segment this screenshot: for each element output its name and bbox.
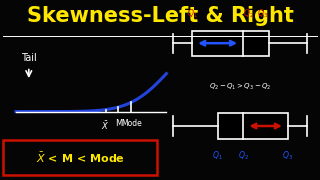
Text: $Q_1$: $Q_1$: [187, 7, 197, 20]
Text: Tail: Tail: [21, 53, 37, 63]
Text: $Q_1$: $Q_1$: [212, 149, 223, 162]
Text: Mode: Mode: [121, 119, 141, 128]
Text: $\bar{X}$: $\bar{X}$: [101, 119, 110, 132]
Text: Skewness-Left & Right: Skewness-Left & Right: [27, 6, 293, 26]
Text: $\bar{X}$ < M < Mode: $\bar{X}$ < M < Mode: [36, 150, 124, 165]
Text: $Q_2$: $Q_2$: [238, 149, 249, 162]
Bar: [218, 113, 288, 139]
Bar: [3, 140, 157, 175]
Bar: [192, 31, 269, 56]
Text: $Q_2 - Q_1 > Q_3 - Q_2$: $Q_2 - Q_1 > Q_3 - Q_2$: [209, 81, 271, 91]
Text: $Q_3$: $Q_3$: [283, 149, 293, 162]
Text: M: M: [115, 119, 122, 128]
Text: $Q_2$  $Q_3$: $Q_2$ $Q_3$: [243, 7, 269, 20]
